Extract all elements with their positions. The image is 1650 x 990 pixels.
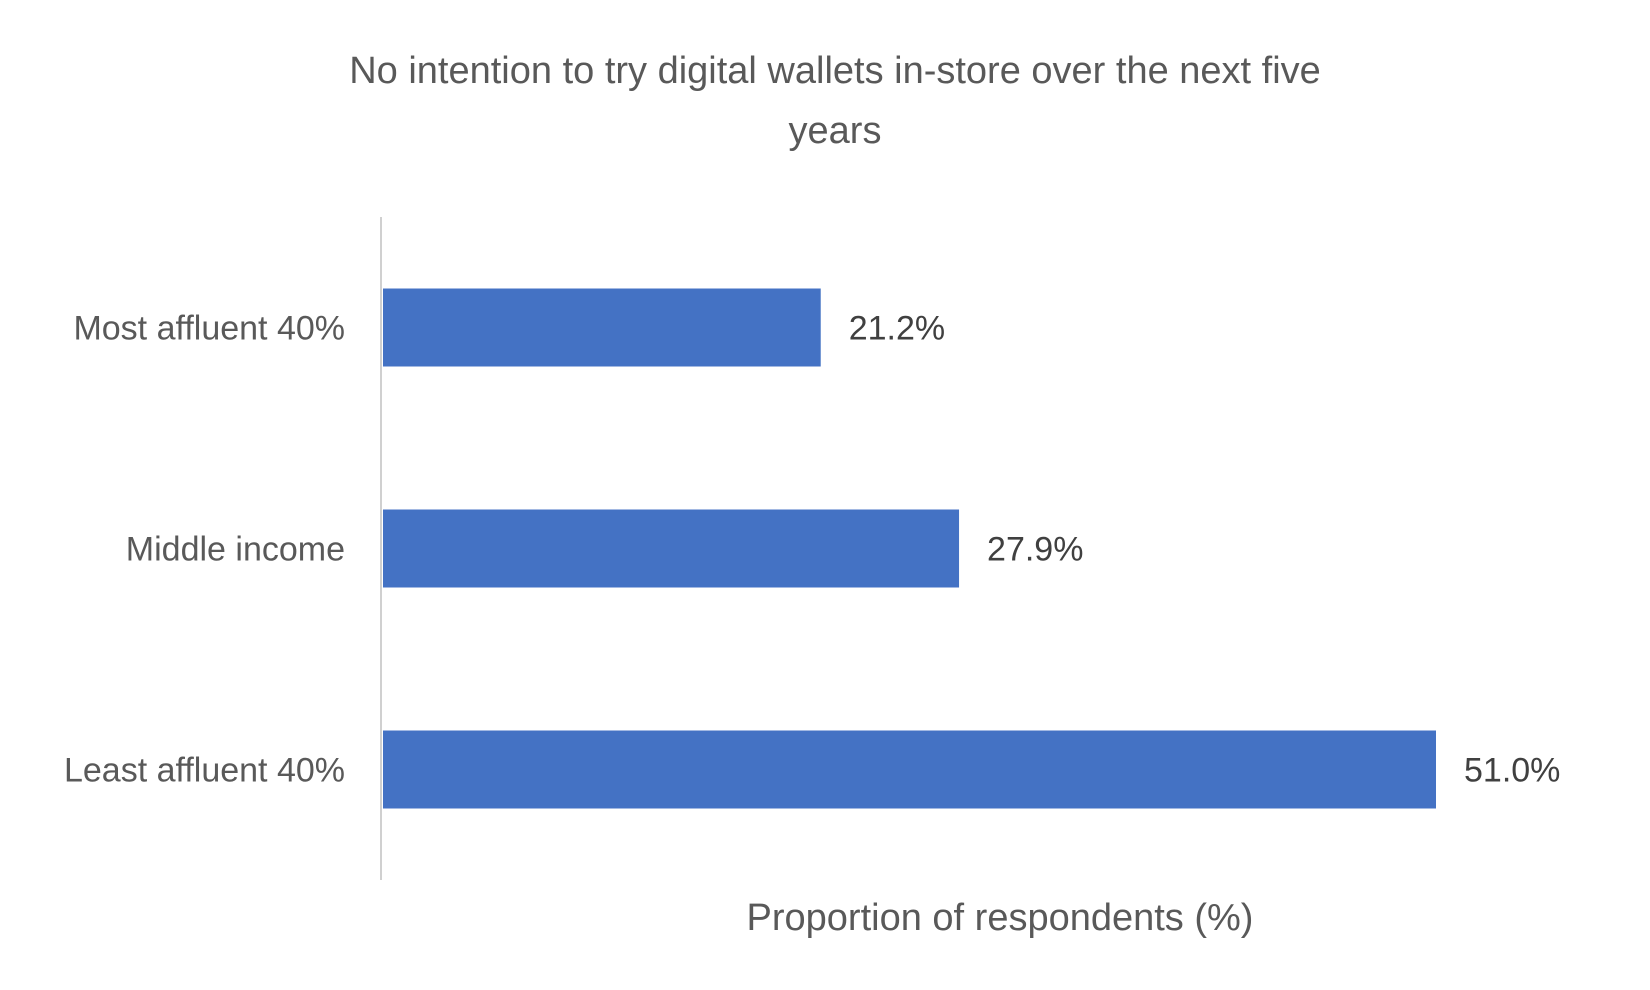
data-label: 21.2% bbox=[849, 310, 945, 348]
bar bbox=[383, 730, 1436, 809]
bars bbox=[383, 288, 1436, 809]
chart-title: No intention to try digital wallets in-s… bbox=[349, 50, 1321, 152]
bar bbox=[383, 509, 960, 588]
x-axis-title: Proportion of respondents (%) bbox=[747, 897, 1254, 939]
data-label: 51.0% bbox=[1464, 752, 1560, 790]
data-label: 27.9% bbox=[987, 531, 1083, 569]
chart-title-line-2: years bbox=[789, 110, 882, 152]
category-label: Least affluent 40% bbox=[64, 752, 345, 790]
bar bbox=[383, 288, 821, 367]
data-labels: 21.2% 27.9% 51.0% bbox=[849, 310, 1561, 790]
category-label: Middle income bbox=[126, 531, 345, 569]
category-label: Most affluent 40% bbox=[73, 310, 345, 348]
chart-title-line-1: No intention to try digital wallets in-s… bbox=[349, 50, 1321, 92]
category-labels: Most affluent 40% Middle income Least affl… bbox=[64, 310, 345, 790]
